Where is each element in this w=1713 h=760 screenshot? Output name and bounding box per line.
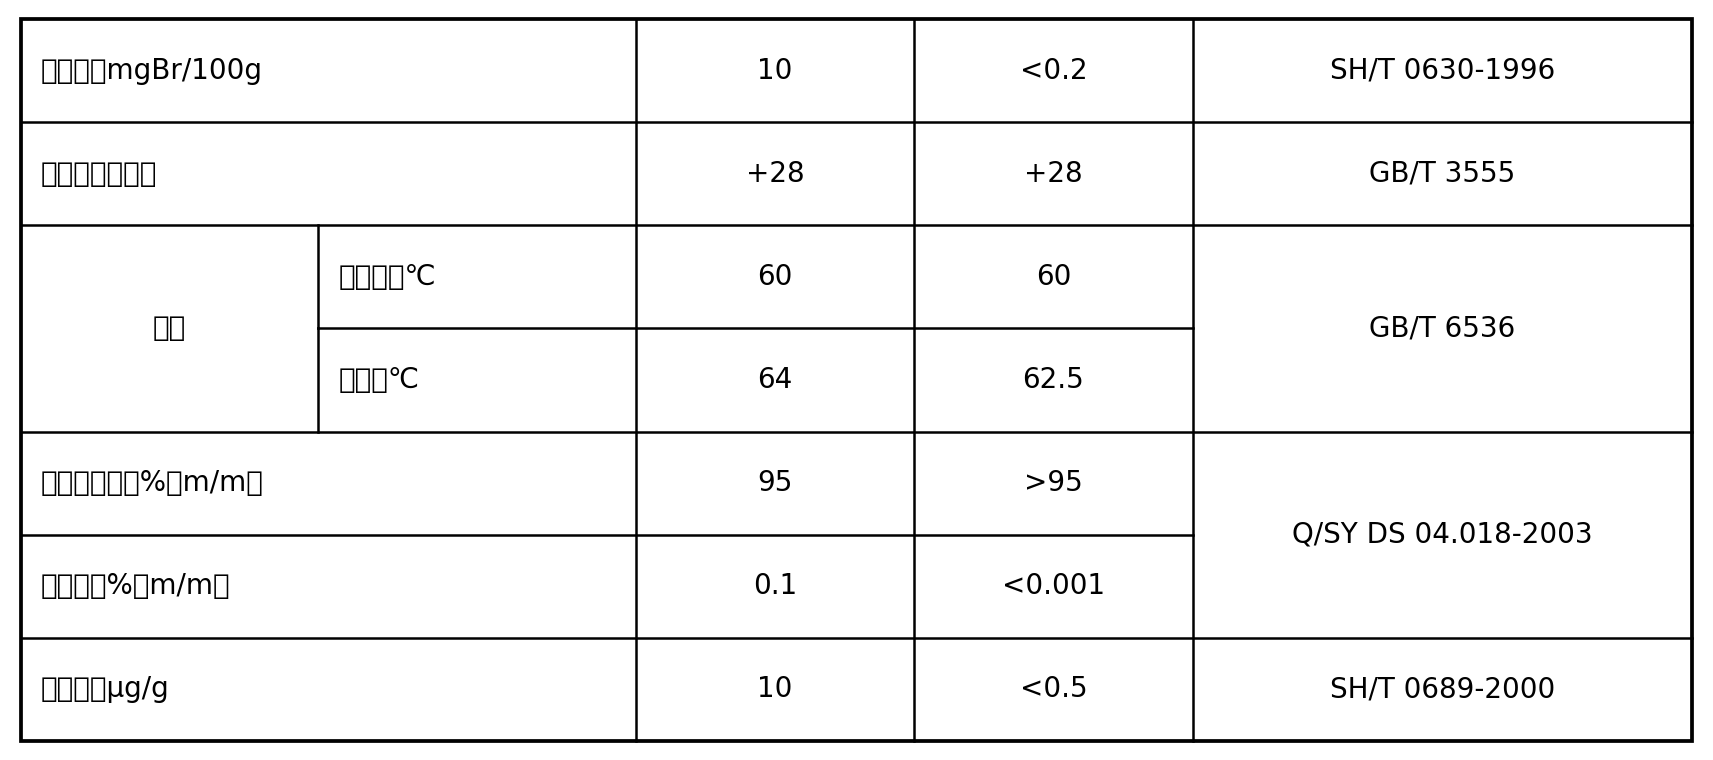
Text: <0.2: <0.2 xyxy=(1019,56,1088,84)
Text: >95: >95 xyxy=(1024,469,1083,497)
Bar xyxy=(636,225,915,328)
Bar xyxy=(1192,432,1692,638)
Bar xyxy=(915,535,1192,638)
Bar xyxy=(21,535,636,638)
Text: 干点，℃: 干点，℃ xyxy=(339,366,420,394)
Bar xyxy=(915,328,1192,432)
Text: 颜色，赛波特号: 颜色，赛波特号 xyxy=(41,160,158,188)
Bar xyxy=(915,19,1192,122)
Text: 苯含量，%（m/m）: 苯含量，%（m/m） xyxy=(41,572,230,600)
Bar xyxy=(1192,225,1692,432)
Text: Q/SY DS 04.018-2003: Q/SY DS 04.018-2003 xyxy=(1292,521,1593,549)
Text: SH/T 0689-2000: SH/T 0689-2000 xyxy=(1329,676,1555,704)
Bar xyxy=(636,328,915,432)
Bar xyxy=(319,225,636,328)
Bar xyxy=(1192,19,1692,122)
Bar xyxy=(1192,122,1692,225)
Text: 异己烷含量，%（m/m）: 异己烷含量，%（m/m） xyxy=(41,469,264,497)
Bar xyxy=(21,225,319,432)
Bar xyxy=(1192,638,1692,741)
Text: <0.5: <0.5 xyxy=(1019,676,1088,704)
Bar xyxy=(21,122,636,225)
Text: 硫含量，μg/g: 硫含量，μg/g xyxy=(41,676,170,704)
Bar xyxy=(915,638,1192,741)
Text: <0.001: <0.001 xyxy=(1002,572,1105,600)
Bar xyxy=(21,638,636,741)
Text: 10: 10 xyxy=(757,56,793,84)
Text: 10: 10 xyxy=(757,676,793,704)
Text: 60: 60 xyxy=(757,263,793,291)
Text: 馏程: 馏程 xyxy=(152,315,187,343)
Bar xyxy=(915,432,1192,535)
Text: 溴指数，mgBr/100g: 溴指数，mgBr/100g xyxy=(41,56,262,84)
Text: 0.1: 0.1 xyxy=(752,572,797,600)
Bar xyxy=(636,535,915,638)
Bar xyxy=(636,432,915,535)
Bar xyxy=(915,225,1192,328)
Bar xyxy=(636,122,915,225)
Bar xyxy=(636,19,915,122)
Text: 初馏点，℃: 初馏点，℃ xyxy=(339,263,437,291)
Text: 95: 95 xyxy=(757,469,793,497)
Text: +28: +28 xyxy=(1024,160,1083,188)
Bar xyxy=(319,328,636,432)
Bar xyxy=(915,122,1192,225)
Bar xyxy=(21,432,636,535)
Text: +28: +28 xyxy=(745,160,803,188)
Text: GB/T 3555: GB/T 3555 xyxy=(1369,160,1516,188)
Text: SH/T 0630-1996: SH/T 0630-1996 xyxy=(1329,56,1555,84)
Bar xyxy=(636,638,915,741)
Text: GB/T 6536: GB/T 6536 xyxy=(1369,315,1516,343)
Bar xyxy=(21,19,636,122)
Text: 64: 64 xyxy=(757,366,793,394)
Text: 60: 60 xyxy=(1036,263,1071,291)
Text: 62.5: 62.5 xyxy=(1023,366,1084,394)
